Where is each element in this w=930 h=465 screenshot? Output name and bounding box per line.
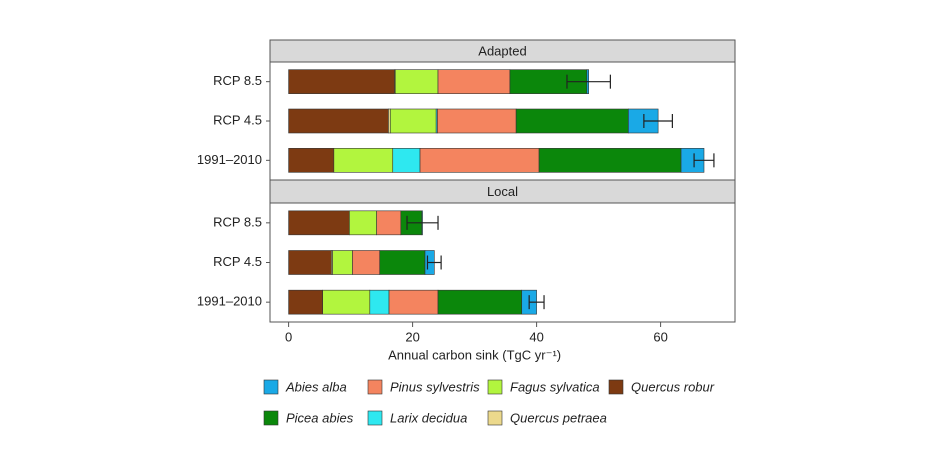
legend-label: Pinus sylvestris <box>390 379 480 394</box>
legend-swatch <box>487 410 503 426</box>
bar-segment <box>419 148 540 173</box>
x-tick-label: 0 <box>285 329 292 344</box>
y-tick-label: 1991–2010 <box>197 152 262 167</box>
panel-title: Adapted <box>478 43 526 58</box>
bar-segment <box>388 289 439 315</box>
y-tick-label: RCP 8.5 <box>213 73 262 88</box>
error-bar <box>406 215 439 230</box>
bar-segment <box>332 250 353 275</box>
bar-segment <box>515 108 629 134</box>
x-axis-label: Annual carbon sink (TgC yr⁻¹) <box>388 347 561 362</box>
legend-swatch <box>367 410 383 426</box>
bar-segment <box>379 250 426 275</box>
bar-segment <box>288 108 389 134</box>
bar-segment <box>322 289 371 315</box>
bar-segment <box>437 108 517 134</box>
legend-label: Abies alba <box>285 379 347 394</box>
x-tick-label: 40 <box>529 329 543 344</box>
bar-segment <box>333 148 394 173</box>
legend-label: Quercus robur <box>631 379 715 394</box>
bar-segment <box>288 250 332 275</box>
legend-swatch <box>487 379 503 395</box>
x-tick-label: 60 <box>653 329 667 344</box>
legend-swatch <box>263 410 279 426</box>
error-bar <box>528 295 545 310</box>
bar-segment <box>437 69 511 94</box>
bar-segment <box>288 69 395 94</box>
legend-label: Fagus sylvatica <box>510 379 600 394</box>
y-tick-label: RCP 8.5 <box>213 214 262 229</box>
legend-label: Quercus petraea <box>510 410 607 425</box>
bar-segment <box>376 210 402 236</box>
legend-label: Larix decidua <box>390 410 467 425</box>
bar-segment <box>288 210 350 236</box>
x-tick-label: 20 <box>405 329 419 344</box>
y-tick-label: RCP 4.5 <box>213 254 262 269</box>
legend-label: Picea abies <box>286 410 354 425</box>
legend-swatch <box>608 379 624 395</box>
bar-segment <box>392 148 421 173</box>
bar-segment <box>437 289 523 315</box>
panel-title: Local <box>487 184 518 199</box>
bar-segment <box>288 148 335 173</box>
legend-swatch <box>263 379 279 395</box>
bar-segment <box>288 289 324 315</box>
error-bar <box>566 74 611 89</box>
y-tick-label: 1991–2010 <box>197 294 262 309</box>
legend-swatch <box>367 379 383 395</box>
bar-segment <box>389 108 437 134</box>
error-bar <box>426 255 442 270</box>
bar-segment <box>349 210 377 236</box>
error-bar <box>693 153 715 168</box>
error-bar <box>643 114 673 128</box>
bar-segment <box>394 69 439 94</box>
bar-segment <box>369 289 390 315</box>
bar-segment <box>538 148 682 173</box>
bar-segment <box>352 250 381 275</box>
y-tick-label: RCP 4.5 <box>213 112 262 127</box>
